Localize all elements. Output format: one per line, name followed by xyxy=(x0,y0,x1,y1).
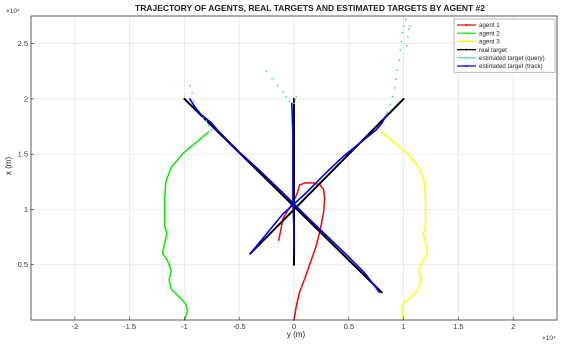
series-estimated-target-query-point xyxy=(408,28,410,31)
series-estimated-target-query-point xyxy=(191,92,193,95)
series-estimated-target-query-point xyxy=(271,78,273,80)
legend-estimated-target-track-marker xyxy=(465,65,468,67)
legend-estimated-target-query-marker xyxy=(465,56,468,59)
x-tick-label: -1 xyxy=(181,322,188,331)
series-estimated-target-query-point xyxy=(398,59,401,62)
series-estimated-target-query-point xyxy=(193,100,196,103)
x-axis-ticks: -2 -1.5 -1 -0.5 0 0.5 1 1.5 2 xyxy=(71,317,515,331)
series-estimated-target-query-point xyxy=(404,18,407,21)
x-tick-label: 1 xyxy=(401,322,405,331)
y-axis-label: x (m) xyxy=(4,157,13,176)
series-estimated-target-query-point xyxy=(393,86,396,89)
series-estimated-target-query-point xyxy=(409,25,412,27)
series-estimated-target-track-segment xyxy=(291,102,295,255)
series-estimated-target-query-point xyxy=(282,91,284,94)
series-estimated-target-query-point xyxy=(294,99,296,101)
y-axis-exponent: ×10⁴ xyxy=(6,8,20,15)
series-estimated-target-query-point xyxy=(401,31,404,34)
legend-estimated-target-query-label: estimated target (query) xyxy=(479,55,545,62)
legend-real-target-marker xyxy=(465,48,468,51)
series-estimated-target-track-segment xyxy=(249,113,388,255)
series-estimated-target-query-point xyxy=(276,84,279,87)
legend-agent-3-label: agent 3 xyxy=(479,39,500,46)
x-tick-label: 2 xyxy=(511,322,515,331)
legend-real-target-label: real target xyxy=(479,47,507,54)
series-estimated-target-query-point xyxy=(265,70,268,73)
series-estimated-target-query-point xyxy=(405,44,408,47)
y-axis-ticks: 0.5 1 1.5 2 2.5 xyxy=(18,39,34,269)
series-estimated-target-query-point xyxy=(295,95,298,98)
legend-agent-1-marker xyxy=(465,24,468,26)
series-estimated-target-query-point xyxy=(207,124,210,127)
series-estimated-target-query-point xyxy=(210,128,213,131)
series-estimated-target-query-point xyxy=(407,36,409,38)
legend-agent-2-marker xyxy=(465,32,468,35)
x-tick-label: 0.5 xyxy=(344,322,354,331)
series-estimated-target-query-point xyxy=(386,111,389,114)
series-estimated-target-query-point xyxy=(396,69,398,72)
legend-agent-1-label: agent 1 xyxy=(479,22,500,29)
x-tick-label: 0 xyxy=(292,322,296,331)
y-tick-label: 0.5 xyxy=(18,260,28,269)
series-estimated-target-query-point xyxy=(285,95,288,98)
series-estimated-target-query-point xyxy=(288,100,291,103)
series-layer xyxy=(161,18,429,321)
legend-box xyxy=(453,18,556,73)
series-estimated-target-track-segment xyxy=(189,98,381,294)
series-estimated-target-query-point xyxy=(391,95,394,98)
series-estimated-target-query-point xyxy=(400,40,403,43)
series-real-target-segment xyxy=(249,97,405,255)
y-tick-label: 1 xyxy=(24,205,28,214)
series-estimated-target-query-point xyxy=(389,103,392,106)
chart-title: TRAJECTORY OF AGENTS, REAL TARGETS AND E… xyxy=(135,3,485,13)
series-agent-3-line xyxy=(380,131,429,321)
x-tick-label: -2 xyxy=(71,322,78,331)
series-agent-2-line xyxy=(161,131,210,321)
y-tick-label: 2 xyxy=(24,94,28,103)
x-tick-label: 1.5 xyxy=(453,322,463,331)
legend-agent-2-label: agent 2 xyxy=(479,30,500,37)
series-estimated-target-query-point xyxy=(205,120,208,122)
series-estimated-target-query-point xyxy=(293,102,295,105)
series-estimated-target-query-point xyxy=(188,84,191,87)
series-estimated-target-query-point xyxy=(402,25,405,27)
x-tick-label: -0.5 xyxy=(233,322,246,331)
series-real-target-segment xyxy=(183,97,383,294)
x-axis-exponent: ×10⁴ xyxy=(542,335,556,342)
x-axis-label: y (m) xyxy=(287,330,306,339)
series-estimated-target-query-point xyxy=(399,49,402,52)
y-tick-label: 1.5 xyxy=(18,150,28,159)
y-tick-label: 2.5 xyxy=(18,39,28,48)
legend-agent-3-marker xyxy=(465,40,468,43)
series-estimated-target-query-point xyxy=(395,78,397,80)
legend-estimated-target-track-label: estimated target (track) xyxy=(479,63,543,70)
x-tick-label: -1.5 xyxy=(123,322,136,331)
